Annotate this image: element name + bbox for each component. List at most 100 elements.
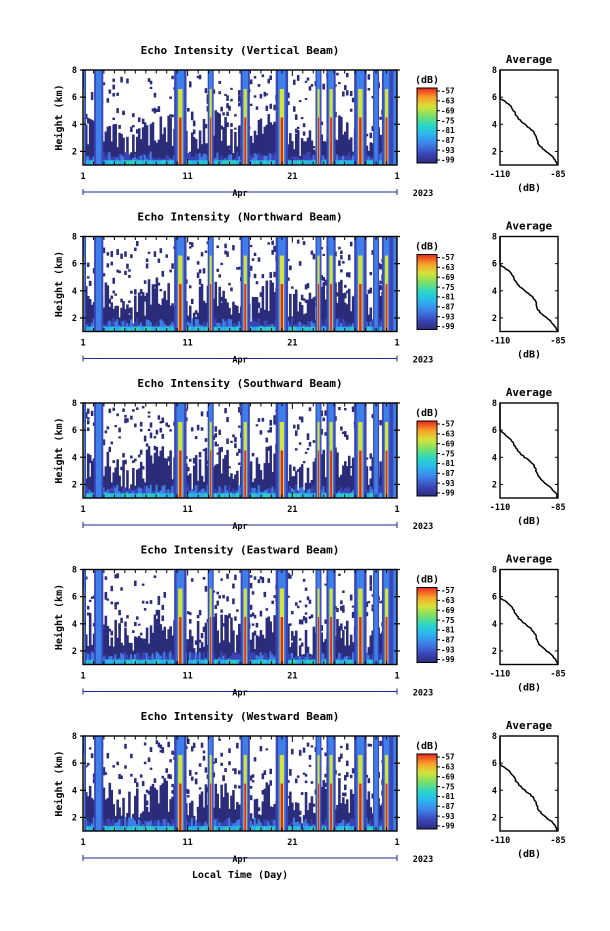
- colorbar-tick-label: -57: [441, 87, 455, 96]
- x-tick-label: 1: [80, 339, 85, 349]
- average-x-label: (dB): [517, 683, 541, 694]
- average-profile-line: [499, 70, 559, 166]
- average-title: Average: [506, 719, 553, 732]
- panel-title: Echo Intensity (Westward Beam): [141, 710, 340, 723]
- month-label: Apr: [232, 356, 247, 366]
- average-x-tick-label: -110: [490, 503, 510, 513]
- average-profile-line: [499, 736, 558, 832]
- colorbar-tick-label: -87: [441, 635, 455, 644]
- colorbar-tick-label: -81: [441, 126, 455, 135]
- average-y-tick-label: 8: [492, 566, 497, 576]
- panel-1: Echo Intensity (Northward Beam) Height (k…: [53, 211, 566, 366]
- colorbar-tick-label: -81: [441, 293, 455, 302]
- x-tick-label: 21: [287, 339, 297, 349]
- y-tick-label: 8: [72, 732, 77, 742]
- colorbar-label: (dB): [415, 75, 439, 86]
- average-x-tick-label: -85: [550, 170, 565, 180]
- average-y-tick-label: 8: [492, 66, 497, 76]
- y-tick-label: 2: [72, 314, 77, 324]
- average-title: Average: [506, 220, 553, 233]
- y-tick-label: 6: [72, 260, 77, 270]
- x-tick-label: 1: [394, 505, 399, 515]
- average-profile-line: [499, 569, 559, 665]
- heatmap-cells: [83, 70, 397, 165]
- average-y-tick-label: 8: [492, 233, 497, 243]
- y-tick-label: 4: [72, 786, 77, 796]
- colorbar-tick-label: -69: [441, 606, 455, 615]
- average-y-tick-label: 2: [492, 147, 497, 157]
- y-tick-label: 6: [72, 593, 77, 603]
- average-x-tick-label: -85: [550, 836, 565, 846]
- colorbar-tick-label: -99: [441, 156, 455, 165]
- y-tick-label: 8: [72, 566, 77, 576]
- y-tick-label: 4: [72, 453, 77, 463]
- x-tick-label: 1: [80, 505, 85, 515]
- panel-4: Echo Intensity (Westward Beam) Height (km…: [53, 710, 566, 865]
- x-tick-label: 11: [183, 172, 193, 182]
- average-y-tick-label: 4: [492, 120, 497, 130]
- average-y-tick-label: 4: [492, 786, 497, 796]
- x-tick-label: 21: [287, 838, 297, 848]
- y-tick-label: 2: [72, 147, 77, 157]
- average-title: Average: [506, 53, 553, 66]
- colorbar-tick-label: -93: [441, 479, 455, 488]
- y-axis-label: Height (km): [53, 750, 65, 816]
- x-tick-label: 11: [183, 505, 193, 515]
- colorbar-tick-label: -57: [441, 586, 455, 595]
- average-x-tick-label: -85: [550, 503, 565, 513]
- colorbar-tick-label: -69: [441, 439, 455, 448]
- year-label: 2023: [413, 356, 433, 366]
- month-label: Apr: [232, 189, 247, 199]
- colorbar-tick-label: -57: [441, 253, 455, 262]
- colorbar-tick-label: -63: [441, 596, 455, 605]
- y-tick-label: 4: [72, 120, 77, 130]
- year-label: 2023: [413, 189, 433, 199]
- colorbar-tick-label: -93: [441, 146, 455, 155]
- average-y-tick-label: 6: [492, 593, 497, 603]
- average-title: Average: [506, 553, 553, 566]
- colorbar-tick-label: -99: [441, 822, 455, 831]
- y-tick-label: 2: [72, 647, 77, 657]
- average-x-tick-label: -85: [550, 670, 565, 680]
- colorbar-tick-label: -99: [441, 489, 455, 498]
- average-y-tick-label: 2: [492, 647, 497, 657]
- average-x-label: (dB): [517, 183, 541, 194]
- average-y-tick-label: 6: [492, 93, 497, 103]
- month-label: Apr: [232, 689, 247, 699]
- x-tick-label: 21: [287, 672, 297, 682]
- y-tick-label: 8: [72, 66, 77, 76]
- average-profile-line: [499, 403, 559, 499]
- x-tick-label: 21: [287, 172, 297, 182]
- colorbar-tick-label: -69: [441, 273, 455, 282]
- x-tick-label: 1: [394, 172, 399, 182]
- panels-layer: Echo Intensity (Vertical Beam) Height (km…: [53, 44, 566, 865]
- average-x-label: (dB): [517, 849, 541, 860]
- x-tick-label: 11: [183, 672, 193, 682]
- average-profile-line: [499, 236, 559, 332]
- average-y-tick-label: 2: [492, 480, 497, 490]
- year-label: 2023: [413, 689, 433, 699]
- average-x-tick-label: -110: [490, 170, 510, 180]
- heatmap-cells: [83, 403, 397, 498]
- average-y-tick-label: 2: [492, 314, 497, 324]
- colorbar-tick-label: -57: [441, 753, 455, 762]
- colorbar: [416, 254, 438, 330]
- colorbar: [416, 420, 438, 497]
- colorbar-tick-label: -81: [441, 792, 455, 801]
- y-axis-label: Height (km): [53, 84, 65, 150]
- colorbar-tick-label: -75: [441, 616, 455, 625]
- colorbar-tick-label: -81: [441, 626, 455, 635]
- average-y-tick-label: 8: [492, 399, 497, 409]
- average-frame: [499, 402, 559, 499]
- average-y-tick-label: 4: [492, 453, 497, 463]
- average-frame: [499, 69, 559, 166]
- y-tick-label: 4: [72, 287, 77, 297]
- panel-2: Echo Intensity (Southward Beam) Height (k…: [53, 377, 566, 532]
- average-y-tick-label: 6: [492, 426, 497, 436]
- colorbar-label: (dB): [415, 408, 439, 419]
- colorbar-tick-label: -81: [441, 459, 455, 468]
- average-x-tick-label: -110: [490, 337, 510, 347]
- colorbar-tick-label: -63: [441, 430, 455, 439]
- colorbar-tick-label: -99: [441, 655, 455, 664]
- panel-3: Echo Intensity (Eastward Beam) Height (km…: [53, 544, 566, 699]
